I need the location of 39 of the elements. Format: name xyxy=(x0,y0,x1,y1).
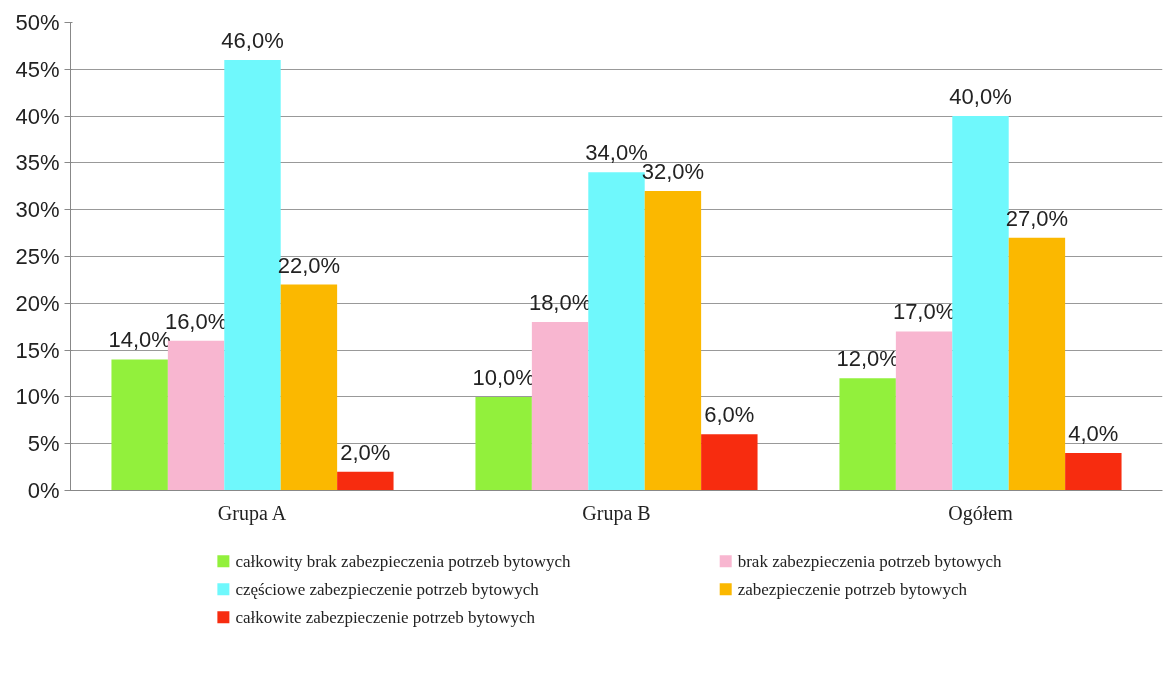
bar xyxy=(839,378,896,491)
bar xyxy=(280,284,338,491)
bar xyxy=(701,434,758,491)
y-tick-label: 30% xyxy=(15,197,60,223)
y-tick-label: 15% xyxy=(15,337,60,363)
y-tick-label: 35% xyxy=(15,150,60,176)
y-tick-label: 45% xyxy=(15,56,60,82)
bar xyxy=(1008,237,1066,491)
data-label: 2,0% xyxy=(340,439,391,465)
y-tick-label: 25% xyxy=(15,244,60,269)
data-label: 6,0% xyxy=(704,402,755,428)
legend-label: całkowite zabezpieczenie potrzeb bytowych xyxy=(235,607,536,627)
bar xyxy=(475,396,532,491)
legend-label: częściowe zabezpieczenie potrzeb bytowych xyxy=(235,579,540,599)
bar xyxy=(531,322,589,491)
bar xyxy=(895,331,953,491)
data-label: 18,0% xyxy=(528,290,592,316)
y-tick-label: 50% xyxy=(15,10,60,35)
y-tick-label: 20% xyxy=(15,290,60,316)
data-label: 17,0% xyxy=(892,299,956,325)
bar xyxy=(952,116,1009,491)
x-tick-label: Grupa B xyxy=(582,501,651,525)
x-tick-label: Grupa A xyxy=(217,501,287,525)
legend-label: zabezpieczenie potrzeb bytowych xyxy=(737,579,968,599)
y-tick-label: 5% xyxy=(27,431,60,457)
y-tick-label: 40% xyxy=(15,103,60,129)
y-tick-label: 0% xyxy=(27,478,60,503)
bar xyxy=(644,190,702,491)
legend-label: całkowity brak zabezpieczenia potrzeb bytowych xyxy=(235,551,571,571)
data-label: 40,0% xyxy=(949,84,1012,110)
legend-label: brak zabezpieczenia potrzeb bytowych xyxy=(737,551,1003,571)
x-tick-label: Ogółem xyxy=(948,501,1014,525)
data-label: 46,0% xyxy=(221,27,284,53)
bar xyxy=(111,359,168,491)
bar xyxy=(1065,453,1122,491)
data-label: 4,0% xyxy=(1068,421,1119,447)
y-tick-label: 10% xyxy=(15,384,60,410)
bar xyxy=(337,471,394,491)
bar xyxy=(224,59,281,491)
